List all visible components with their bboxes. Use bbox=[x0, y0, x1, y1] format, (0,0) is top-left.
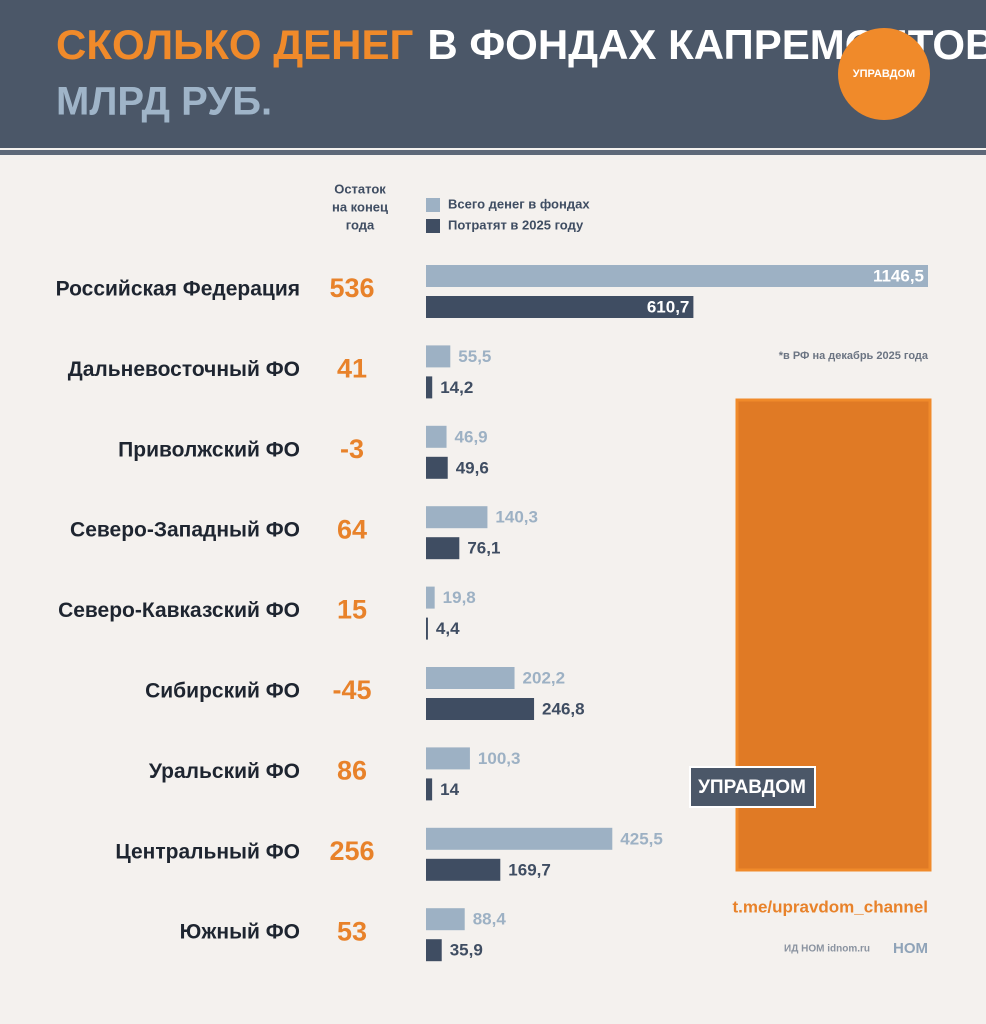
category-label: Центральный ФО bbox=[115, 840, 300, 863]
bar bbox=[426, 296, 694, 318]
credit: ИД НОМ idnom.ru bbox=[784, 944, 870, 955]
bar bbox=[426, 537, 460, 560]
footnote: *в РФ на декабрь 2025 года bbox=[779, 350, 929, 362]
value-label: 55,5 bbox=[458, 347, 491, 366]
bar bbox=[426, 827, 613, 850]
credit-logo: НОМ bbox=[893, 940, 928, 957]
bar bbox=[426, 617, 428, 640]
category-label: Южный ФО bbox=[180, 921, 300, 944]
category-label: Российская Федерация bbox=[56, 278, 300, 301]
remainder-header: на конец bbox=[332, 199, 388, 214]
category-label: Приволжский ФО bbox=[118, 438, 300, 461]
bar bbox=[426, 456, 448, 479]
remainder-value: 86 bbox=[337, 756, 367, 786]
title-highlight: СКОЛЬКО ДЕНЕГ bbox=[56, 21, 413, 68]
category-label: Северо-Кавказский ФО bbox=[58, 599, 300, 622]
value-label: 425,5 bbox=[620, 829, 663, 848]
bar bbox=[426, 265, 928, 287]
value-label: 246,8 bbox=[542, 699, 585, 718]
remainder-value: 41 bbox=[337, 354, 367, 384]
value-label: 100,3 bbox=[478, 749, 521, 768]
plot: Остаток на конец года Всего денег в фондах П… bbox=[56, 181, 928, 962]
remainder-value: 256 bbox=[329, 836, 374, 866]
bar bbox=[426, 345, 451, 368]
remainder-header: года bbox=[346, 217, 375, 232]
value-label: 49,6 bbox=[456, 458, 489, 477]
value-label: 76,1 bbox=[467, 539, 500, 558]
category-label: Сибирский ФО bbox=[145, 680, 300, 703]
value-label: 14,2 bbox=[440, 378, 473, 397]
category-label: Уральский ФО bbox=[149, 760, 300, 783]
bar bbox=[426, 939, 442, 962]
value-label: 14 bbox=[440, 780, 459, 799]
legend-swatch bbox=[426, 198, 440, 212]
remainder-value: -3 bbox=[340, 434, 364, 464]
value-label: 202,2 bbox=[523, 668, 566, 687]
remainder-header: Остаток bbox=[334, 181, 386, 196]
logo-text: УПРАВДОМ bbox=[853, 68, 915, 80]
bar bbox=[426, 667, 515, 689]
category-label: Дальневосточный ФО bbox=[68, 358, 300, 381]
value-label: 1146,5 bbox=[873, 266, 924, 285]
bar bbox=[426, 425, 447, 448]
badge bbox=[689, 766, 816, 808]
remainder-value: 536 bbox=[329, 273, 374, 303]
header-rule bbox=[0, 150, 986, 155]
bar bbox=[426, 586, 435, 609]
value-label: 46,9 bbox=[455, 427, 488, 446]
value-label: 4,4 bbox=[436, 619, 460, 638]
value-label: 19,8 bbox=[443, 588, 476, 607]
value-label: 88,4 bbox=[473, 910, 507, 929]
category-label: Северо-Западный ФО bbox=[70, 519, 300, 542]
logo-circle bbox=[838, 28, 930, 120]
remainder-value: 53 bbox=[337, 916, 367, 946]
remainder-value: 15 bbox=[337, 595, 367, 625]
link[interactable]: t.me/upravdom_channel bbox=[732, 897, 928, 916]
bar bbox=[426, 376, 433, 399]
value-label: 610,7 bbox=[647, 297, 690, 316]
legend-swatch bbox=[426, 219, 440, 233]
bar bbox=[426, 747, 470, 770]
bar bbox=[426, 698, 535, 720]
value-label: 140,3 bbox=[495, 508, 538, 527]
subtitle: МЛРД РУБ. bbox=[56, 80, 272, 124]
legend-label: Потратят в 2025 году bbox=[448, 217, 584, 232]
bar bbox=[426, 778, 433, 801]
badge-text: УПРАВДОМ bbox=[698, 777, 806, 798]
header bbox=[0, 0, 986, 148]
bar bbox=[426, 858, 501, 881]
value-label: 35,9 bbox=[450, 941, 483, 960]
legend-label: Всего денег в фондах bbox=[448, 196, 590, 211]
bar bbox=[426, 506, 488, 529]
value-label: 169,7 bbox=[508, 860, 551, 879]
remainder-value: -45 bbox=[332, 675, 371, 705]
remainder-value: 64 bbox=[337, 514, 367, 544]
bar bbox=[426, 908, 465, 931]
